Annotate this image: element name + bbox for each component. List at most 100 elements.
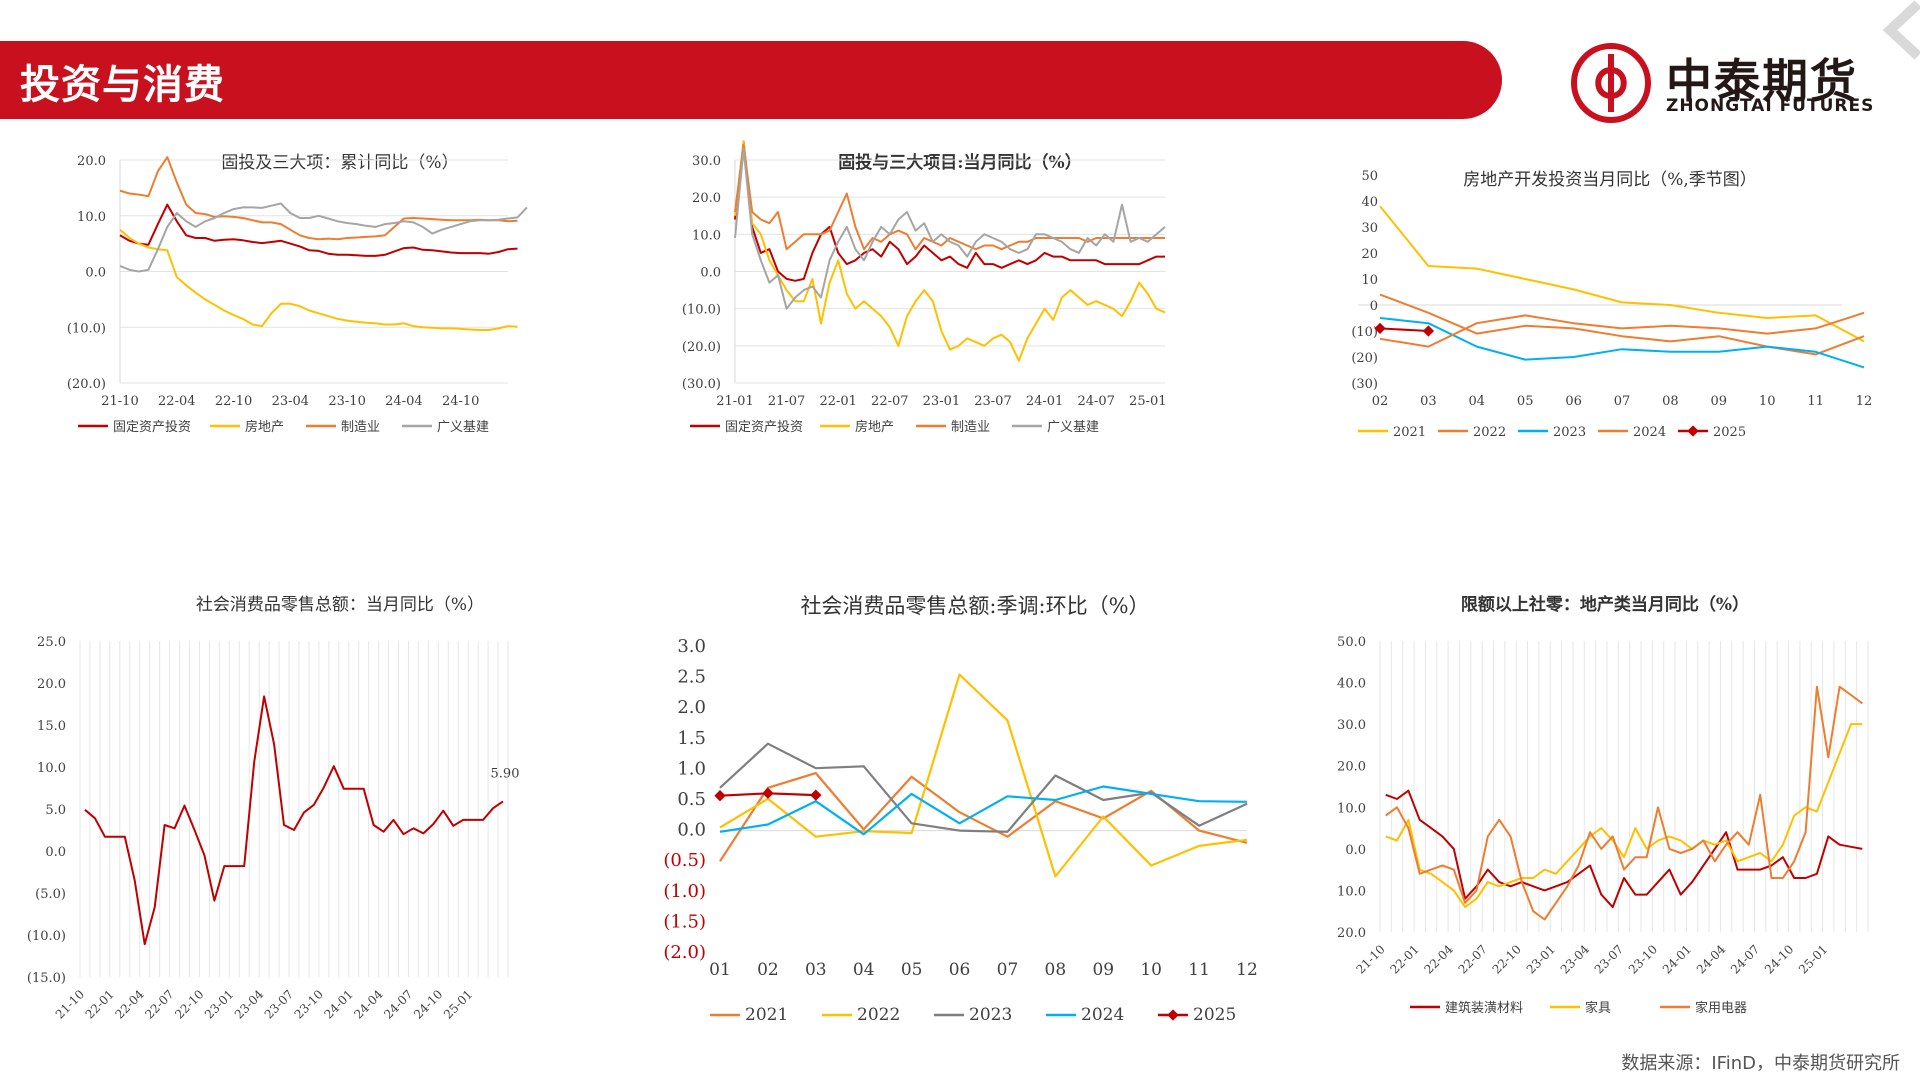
x-tick-label: 22-10	[1490, 942, 1524, 976]
page-title: 投资与消费	[20, 62, 225, 108]
series-line	[719, 673, 1248, 878]
y-tick-label: 0.0	[45, 845, 66, 860]
y-tick-label: (30)	[1351, 377, 1378, 392]
x-tick-label: 22-10	[172, 987, 206, 1021]
x-tick-label: 21-10	[53, 987, 87, 1021]
series-line	[1379, 205, 1865, 343]
chart-svg: (30.0) (20.0) (10.0) 0.0 10.0 20.0 30.0 21-01 21…	[682, 140, 1167, 435]
x-tick-label: 25-01	[441, 987, 475, 1021]
x-tick-label: 23-04	[232, 987, 267, 1022]
chart-title: 限额以上社零：地产类当月同比（%）	[1460, 595, 1750, 615]
legend-label: 2024	[1633, 425, 1666, 440]
chart-title: 固投与三大项目:当月同比（%）	[838, 153, 1082, 173]
y-tick-label: 0	[1370, 299, 1378, 314]
y-tick-label: (30.0)	[682, 377, 721, 392]
y-tick-label: (20.0)	[67, 377, 106, 392]
chart-fixed-asset-investment-cumulative: 固投及三大项：累计同比（%） (20.0) (10.0) 0.0 10.0 20.0 21…	[40, 143, 640, 543]
series-line	[1385, 789, 1863, 909]
zhongtai-logo-icon	[1571, 43, 1651, 123]
x-tick-label: 24-07	[1077, 394, 1114, 409]
y-tick-label: 20.0	[77, 154, 106, 169]
x-tick-label: 02	[1372, 394, 1389, 409]
chart-svg: (20.0) (10.0) 0.0 10.0 20.0 21-10 22-04 22-10 23…	[67, 154, 528, 435]
x-tick-label: 05	[1517, 394, 1534, 409]
legend-label: 2022	[857, 1005, 900, 1025]
data-label: 5.90	[491, 766, 520, 781]
data-point	[1422, 325, 1435, 337]
x-tick-label: 09	[1711, 394, 1728, 409]
y-tick-label: 10.0	[37, 761, 66, 776]
x-tick-label: 03	[1420, 394, 1437, 409]
x-tick-label: 03	[805, 960, 827, 980]
x-tick-label: 22-01	[83, 987, 117, 1021]
plot-area: (30) (20) (10) 0 10 20 30 40 50 02 03 04 05 06 07 08 09 1…	[1351, 169, 1872, 440]
y-tick-label: (1.5)	[663, 911, 706, 932]
data-point	[810, 789, 822, 801]
legend-label: 2024	[1081, 1005, 1124, 1025]
x-tick-label: 24-10	[411, 987, 445, 1021]
series-line	[719, 772, 1248, 862]
x-tick-label: 24-04	[385, 394, 422, 409]
series-line	[1379, 327, 1429, 332]
legend-label: 2021	[1393, 425, 1426, 440]
y-tick-label: (10.0)	[682, 303, 721, 318]
legend-label: 2025	[1713, 425, 1746, 440]
y-tick-label: 0.0	[1345, 843, 1366, 858]
legend-label: 建筑装潢材料	[1445, 1000, 1523, 1016]
y-tick-label: 50.0	[1337, 635, 1366, 650]
x-tick-label: 22-04	[158, 394, 195, 409]
x-tick-label: 24-07	[1728, 942, 1762, 976]
chart-svg: 20.010.00.010.020.030.040.050.021-10 22-0…	[1337, 635, 1869, 1016]
y-tick-label: 0.0	[700, 266, 721, 281]
plot-area: (15.0) (10.0) (5.0) 0.0 5.0 10.0 15.0 20.0 25.0 2…	[27, 635, 520, 1022]
y-tick-label: 15.0	[37, 719, 66, 734]
x-tick-label: 06	[949, 960, 971, 980]
x-tick-label: 22-07	[1456, 942, 1490, 976]
series-line	[1379, 311, 1865, 348]
x-tick-label: 23-04	[1558, 942, 1593, 977]
y-tick-label: 1.5	[677, 728, 706, 749]
legend-label: 2022	[1473, 425, 1506, 440]
series-line	[1385, 685, 1863, 921]
x-tick-label: 22-01	[819, 394, 856, 409]
y-tick-label: 30.0	[692, 154, 721, 169]
series-line	[1379, 317, 1865, 369]
x-tick-label: 06	[1565, 394, 1582, 409]
x-tick-label: 07	[1614, 394, 1631, 409]
x-tick-label: 05	[901, 960, 923, 980]
legend-label: 广义基建	[1047, 420, 1099, 435]
y-tick-label: 0.5	[677, 789, 706, 810]
x-tick-label: 23-07	[262, 987, 296, 1021]
x-tick-label: 10	[1140, 960, 1162, 980]
y-tick-label: 2.0	[677, 697, 706, 718]
x-tick-label: 24-01	[1026, 394, 1063, 409]
legend-marker	[1167, 1009, 1179, 1021]
y-tick-label: 0.0	[85, 266, 106, 281]
y-tick-label: 30.0	[1337, 718, 1366, 733]
legend-label: 广义基建	[437, 420, 489, 435]
x-tick-label: 22-04	[112, 987, 147, 1022]
legend-label: 2025	[1193, 1005, 1236, 1025]
y-tick-label: 20.0	[1337, 926, 1366, 941]
x-tick-label: 22-01	[1387, 942, 1421, 976]
y-tick-label: (20)	[1351, 351, 1378, 366]
series-line	[119, 156, 518, 241]
x-tick-label: 23-01	[1524, 942, 1558, 976]
x-tick-label: 24-04	[1694, 942, 1729, 977]
x-tick-label: 23-10	[1626, 942, 1660, 976]
y-tick-label: 5.0	[45, 803, 66, 818]
x-tick-label: 24-01	[1660, 942, 1694, 976]
series-line	[719, 742, 1248, 833]
x-tick-label: 23-10	[328, 394, 365, 409]
x-tick-label: 08	[1045, 960, 1067, 980]
legend-label: 固定资产投资	[113, 419, 191, 435]
chart-retail-real-estate-related: 限额以上社零：地产类当月同比（%） 20.0 10.0 0.0 10.0 20.0 30.…	[1300, 585, 1910, 1020]
legend-label: 家用电器	[1695, 1000, 1747, 1016]
x-tick-label: 02	[757, 960, 779, 980]
data-point	[762, 787, 774, 799]
data-source-note: 数据来源：IFinD，中泰期货研究所	[1621, 1053, 1900, 1074]
y-tick-label: 10.0	[1337, 801, 1366, 816]
series-line	[84, 695, 504, 946]
y-tick-label: (20.0)	[682, 340, 721, 355]
legend-label: 房地产	[245, 419, 284, 435]
